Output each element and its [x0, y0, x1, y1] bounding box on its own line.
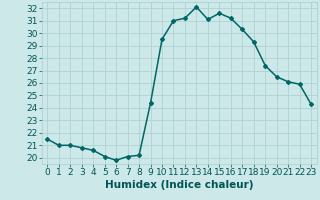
X-axis label: Humidex (Indice chaleur): Humidex (Indice chaleur): [105, 180, 253, 190]
